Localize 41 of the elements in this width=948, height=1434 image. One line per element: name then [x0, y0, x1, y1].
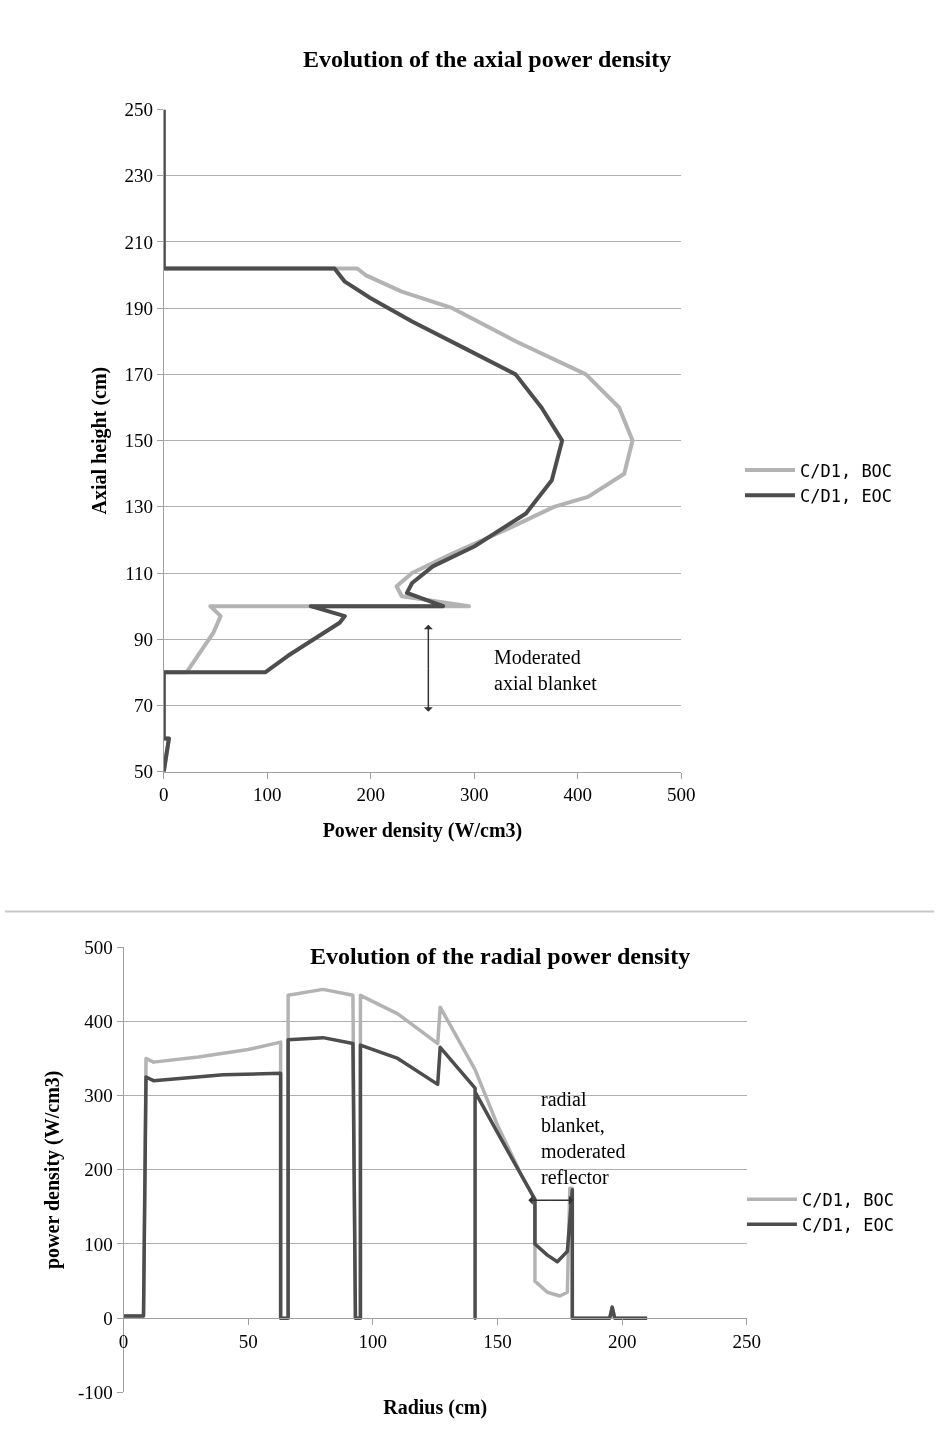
y-tick-label: 150: [124, 430, 153, 452]
annotation: Moderated axial blanket: [494, 646, 598, 694]
legend-label: C/D1, BOC: [801, 1189, 895, 1210]
x-tick-label: 50: [238, 1331, 258, 1353]
x-tick-label: 500: [666, 784, 696, 806]
chart-title: Evolution of the axial power density: [303, 46, 672, 72]
y-tick-label: 100: [84, 1233, 113, 1255]
y-tick-label: 190: [124, 297, 153, 319]
x-tick-label: 250: [732, 1331, 762, 1353]
x-tick-label: 100: [358, 1331, 388, 1353]
legend-label: C/D1, EOC: [801, 1214, 895, 1235]
x-tick-label: 200: [356, 784, 385, 806]
y-axis-title: power density (W/cm3): [41, 1070, 65, 1270]
y-tick-label: 500: [84, 936, 113, 958]
y-tick-label: 0: [103, 1307, 113, 1329]
x-axis-title: Power density (W/cm3): [322, 818, 523, 842]
y-tick-label: 200: [84, 1159, 113, 1181]
x-tick-label: 150: [483, 1331, 512, 1353]
y-tick-label: 90: [133, 628, 153, 650]
y-tick-label: 110: [125, 562, 153, 584]
y-tick-label: -100: [77, 1382, 113, 1404]
x-tick-label: 0: [159, 784, 169, 806]
x-tick-label: 300: [459, 784, 489, 806]
legend-label: C/D1, BOC: [799, 460, 893, 481]
y-tick-label: 230: [124, 165, 153, 187]
x-tick-label: 400: [563, 784, 592, 806]
y-tick-label: 300: [84, 1085, 113, 1107]
chart-title: Evolution of the radial power density: [310, 943, 691, 969]
annotation: radial blanket, moderated reflector: [541, 1088, 626, 1188]
y-axis-title: Axial height (cm): [87, 366, 111, 515]
x-axis-title: Radius (cm): [383, 1395, 488, 1419]
x-tick-label: 200: [607, 1331, 637, 1353]
legend-label: C/D1, EOC: [799, 485, 893, 506]
y-tick-label: 250: [124, 99, 153, 121]
y-tick-label: 400: [84, 1010, 113, 1032]
y-tick-label: 50: [133, 761, 153, 783]
x-tick-label: 100: [252, 784, 282, 806]
y-tick-label: 170: [124, 364, 153, 386]
y-tick-label: 70: [133, 695, 153, 717]
y-tick-label: 210: [124, 231, 153, 253]
y-tick-label: 130: [124, 496, 153, 518]
